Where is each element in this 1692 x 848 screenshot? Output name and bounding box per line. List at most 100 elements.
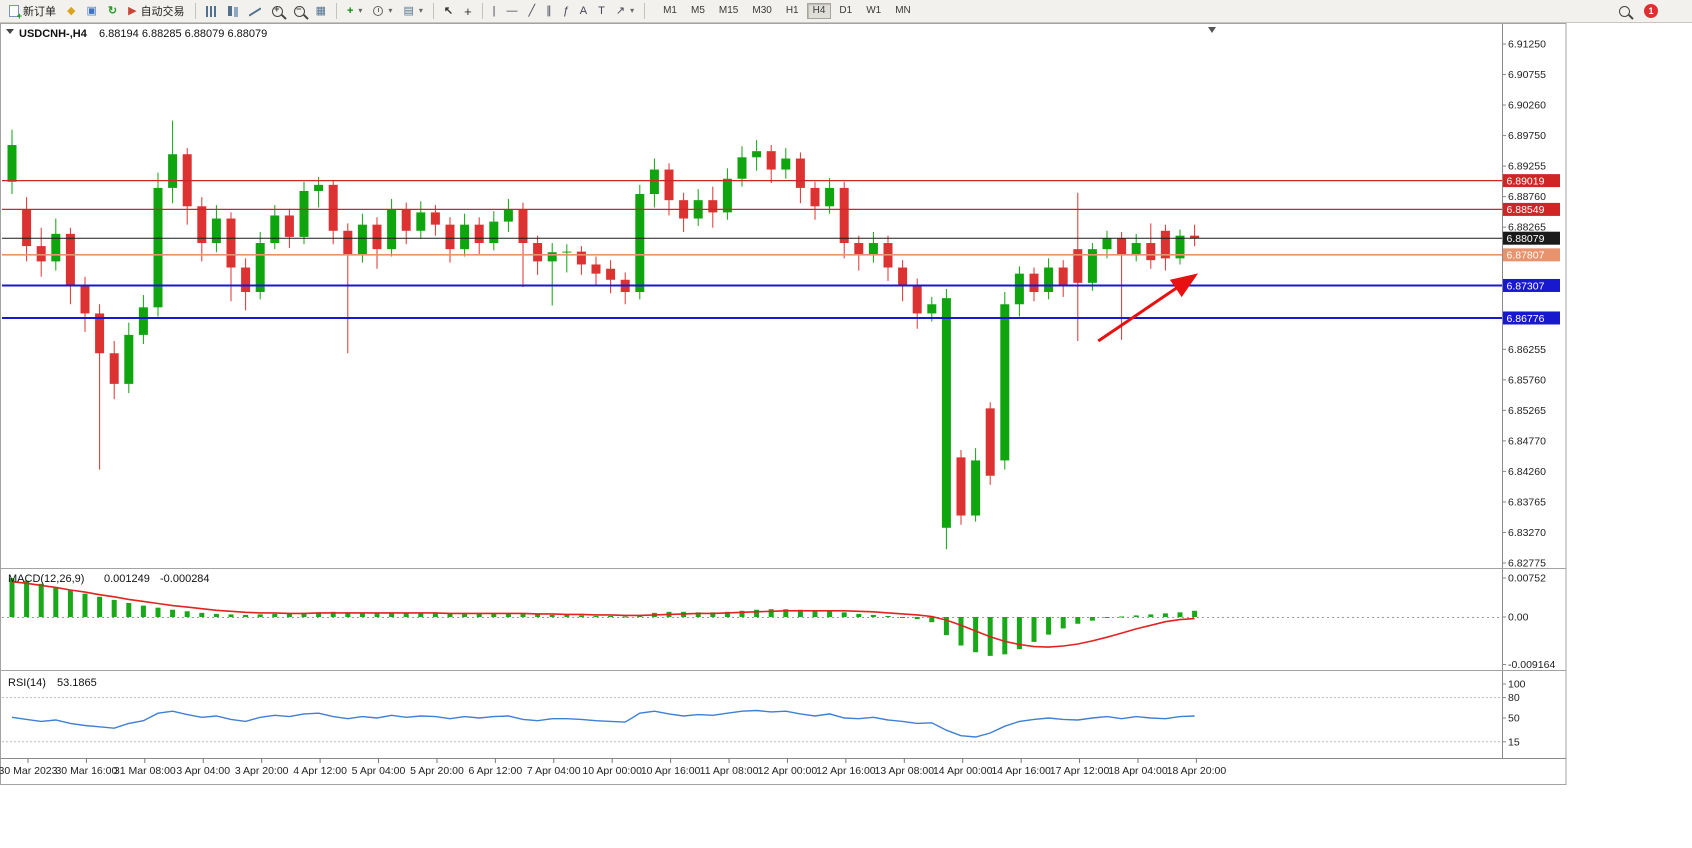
market-watch-button[interactable]: ▣ (81, 1, 101, 22)
rsi-indicator-label: RSI(14) (8, 677, 46, 689)
bull-candle (868, 243, 878, 256)
bar-chart-icon (205, 5, 217, 17)
bull-candle (153, 187, 163, 308)
horizontal-line-icon: — (506, 4, 518, 17)
search-icon[interactable] (1619, 5, 1630, 17)
zoom-in-button[interactable] (267, 1, 288, 22)
time-axis-label: 5 Apr 20:00 (410, 765, 464, 777)
tile-windows-button[interactable]: ▦ (311, 1, 331, 22)
bear-candle (1117, 238, 1127, 256)
macd-histogram-bar (243, 614, 249, 617)
timeframe-button-m15[interactable]: M15 (718, 5, 739, 16)
bear-candle (284, 215, 294, 237)
new-order-label: 新订单 (23, 6, 56, 18)
timeframe-button-h4[interactable]: H4 (806, 3, 832, 19)
zoom-out-button[interactable] (289, 1, 310, 22)
timeframe-button-m1[interactable]: M1 (663, 5, 677, 16)
timeframe-button-h1[interactable]: H1 (785, 5, 799, 16)
vertical-line-icon: | (492, 4, 496, 17)
bull-candle (1102, 238, 1112, 250)
toolbar-separator (481, 3, 483, 19)
toolbar-separator (194, 3, 196, 19)
bear-candle (65, 233, 75, 286)
trend-arrow-annotation[interactable] (1097, 273, 1199, 343)
dropdown-caret-icon: ▾ (388, 6, 393, 15)
fibonacci-icon: ƒ (562, 4, 569, 17)
bear-candle (430, 212, 440, 225)
price-axis[interactable]: 6.91250 6.90755 6.90260 6.89750 6.89255 6.887… (1502, 39, 1560, 570)
periods-button[interactable]: ▾ (368, 1, 397, 22)
template-icon: ▤ (403, 4, 414, 17)
crosshair-button[interactable]: + (459, 1, 477, 22)
bear-candle (810, 187, 820, 207)
horizontal-level-lines[interactable] (2, 179, 1502, 319)
bull-candle (1175, 235, 1185, 259)
macd-histogram-bar (170, 609, 176, 617)
autotrading-icon: ▶ (128, 4, 137, 17)
price-axis-label: 6.82775 (1508, 558, 1546, 570)
candlestick-chart-button[interactable] (223, 1, 243, 22)
bear-candle (95, 313, 105, 354)
macd-histogram-bar (432, 613, 438, 617)
bull-candle (971, 460, 981, 516)
line-chart-button[interactable] (244, 1, 266, 22)
arrows-button[interactable]: ↗ ▾ (611, 1, 639, 22)
macd-histogram-bar (272, 613, 278, 617)
one-click-trading-toggle[interactable] (6, 29, 14, 34)
bear-candle (445, 224, 455, 250)
macd-histogram-bar (900, 617, 906, 618)
line-chart-icon (249, 6, 261, 17)
autotrading-button[interactable]: ▶ 自动交易 (123, 1, 189, 22)
time-axis-label: 30 Mar 16:00 (55, 765, 117, 777)
horizontal-line-button[interactable]: — (502, 1, 523, 22)
macd-signal-line (11, 580, 1195, 648)
indicators-plus-icon: + (346, 4, 354, 17)
macd-histogram-bar (973, 617, 979, 653)
macd-histogram-bar (330, 611, 336, 617)
vertical-line-button[interactable]: | (488, 1, 501, 22)
rsi-line (11, 709, 1195, 738)
trend-arrow[interactable] (1097, 273, 1199, 343)
indicators-button[interactable]: + ▾ (342, 1, 367, 22)
time-axis-label: 12 Apr 16:00 (816, 765, 876, 777)
time-axis-label: 7 Apr 04:00 (527, 765, 581, 777)
fibonacci-button[interactable]: ƒ (558, 1, 574, 22)
notification-badge[interactable]: 1 (1644, 4, 1658, 18)
bull-candle (1044, 267, 1054, 293)
price-axis-label: 6.85265 (1508, 405, 1546, 417)
timeframe-button-m5[interactable]: M5 (691, 5, 705, 16)
chart-shift-marker[interactable] (1208, 27, 1216, 33)
price-tag-label: 6.88549 (1507, 204, 1545, 216)
price-axis-label: 6.86255 (1508, 344, 1546, 356)
bear-candle (708, 200, 718, 213)
new-order-button[interactable]: 新订单 (4, 1, 61, 22)
time-axis-label: 6 Apr 12:00 (469, 765, 523, 777)
new-chart-button[interactable]: ◆ (62, 1, 80, 22)
trendline-button[interactable]: ╱ (524, 1, 541, 22)
timeframe-button-m30[interactable]: M30 (752, 5, 772, 16)
price-axis-label: 6.88265 (1508, 222, 1546, 234)
macd-histogram-bar (476, 613, 482, 617)
timeframe-button-mn[interactable]: MN (895, 5, 911, 16)
templates-button[interactable]: ▤ ▾ (398, 1, 427, 22)
bull-candle (752, 151, 762, 158)
macd-histogram-bar (462, 613, 468, 617)
text-button[interactable]: A (575, 1, 592, 22)
equidistant-channel-button[interactable]: ∥ (541, 1, 557, 22)
timeframe-button-w1[interactable]: W1 (866, 5, 882, 16)
bar-chart-button[interactable] (201, 1, 222, 22)
bull-candle (1014, 273, 1024, 305)
macd-histogram-bar (1177, 612, 1183, 617)
price-axis-label: 6.89255 (1508, 161, 1546, 173)
price-axis-label: 6.91250 (1508, 39, 1546, 51)
cursor-button[interactable]: ↖ (439, 1, 458, 22)
toolbar-separator (335, 3, 337, 19)
timeframe-button-d1[interactable]: D1 (839, 5, 853, 16)
bull-candle (927, 304, 937, 314)
bear-candle (1160, 230, 1170, 259)
refresh-button[interactable]: ↻ (103, 1, 122, 22)
macd-histogram-bar (374, 612, 380, 617)
text-label-button[interactable]: T (593, 1, 610, 22)
